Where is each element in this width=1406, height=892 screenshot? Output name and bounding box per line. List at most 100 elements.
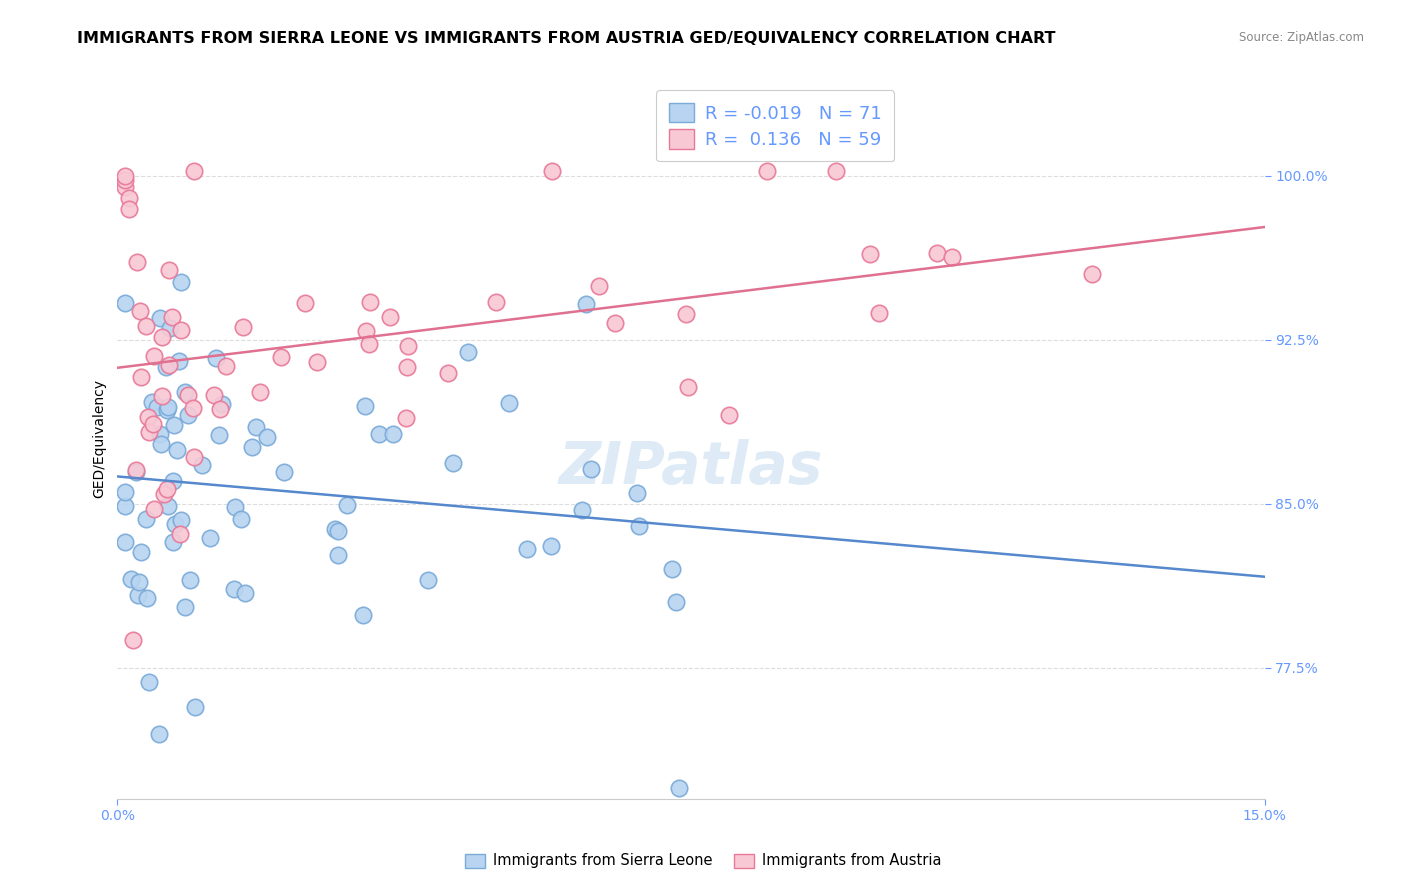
Point (575, 297, 598, 311)
Point (755, 164, 778, 178)
Point (124, 463, 146, 477)
Point (150, 329, 173, 343)
Point (142, 501, 165, 516)
Point (441, 457, 464, 471)
Point (114, 295, 136, 310)
Point (128, 303, 150, 318)
Point (541, 164, 564, 178)
Point (114, 535, 136, 549)
Legend: R = -0.019   N = 71, R =  0.136   N = 59: R = -0.019 N = 71, R = 0.136 N = 59 (657, 90, 894, 161)
Point (211, 397, 233, 411)
Point (170, 513, 193, 527)
Point (136, 591, 159, 606)
Point (114, 173, 136, 187)
Point (675, 307, 697, 321)
Point (395, 410, 418, 425)
Point (156, 402, 179, 417)
Point (516, 542, 538, 557)
Point (626, 486, 648, 500)
Point (135, 318, 157, 333)
Point (380, 310, 402, 325)
Point (1081, 267, 1104, 281)
Point (149, 427, 172, 442)
Point (162, 475, 184, 489)
Point (208, 428, 231, 442)
Point (294, 295, 316, 310)
Point (941, 250, 963, 264)
Point (359, 295, 381, 310)
Point (249, 385, 271, 400)
Point (142, 417, 165, 432)
Point (170, 323, 193, 337)
Point (825, 164, 848, 178)
Point (125, 465, 148, 479)
Point (169, 353, 191, 368)
Point (157, 401, 180, 415)
Point (155, 359, 177, 374)
Point (118, 191, 141, 205)
Point (256, 430, 278, 444)
Point (232, 319, 254, 334)
Point (661, 562, 683, 576)
Point (166, 443, 188, 458)
Point (859, 247, 882, 261)
Point (181, 401, 204, 416)
Point (354, 324, 377, 338)
Point (416, 573, 439, 587)
Point (127, 589, 149, 603)
Point (163, 418, 186, 433)
Point (381, 426, 404, 441)
Point (224, 500, 246, 515)
Point (136, 410, 159, 425)
Point (114, 179, 136, 194)
Point (156, 483, 179, 497)
Point (245, 420, 267, 434)
Point (152, 389, 174, 403)
Point (540, 539, 562, 553)
Point (121, 633, 143, 648)
Text: Source: ZipAtlas.com: Source: ZipAtlas.com (1239, 31, 1364, 45)
Point (676, 379, 699, 393)
Point (498, 396, 520, 410)
Point (868, 306, 890, 320)
Point (138, 425, 160, 440)
Point (395, 360, 418, 375)
Text: IMMIGRANTS FROM SIERRA LEONE VS IMMIGRANTS FROM AUSTRIA GED/EQUIVALENCY CORRELAT: IMMIGRANTS FROM SIERRA LEONE VS IMMIGRAN… (77, 31, 1056, 46)
Point (131, 545, 153, 559)
Point (273, 465, 295, 479)
Point (571, 502, 593, 516)
Point (668, 781, 690, 796)
Y-axis label: GED/Equivalency: GED/Equivalency (93, 379, 107, 498)
Point (204, 351, 226, 366)
Point (184, 699, 207, 714)
Point (118, 202, 141, 216)
Point (170, 275, 193, 289)
Point (177, 388, 200, 402)
Point (150, 437, 173, 451)
Point (198, 531, 221, 545)
Point (165, 516, 187, 531)
Point (177, 408, 200, 422)
Point (627, 518, 650, 533)
Point (162, 535, 184, 549)
Point (169, 526, 191, 541)
Point (208, 402, 231, 417)
Point (665, 595, 688, 609)
Point (183, 450, 205, 465)
Point (326, 548, 349, 562)
Point (579, 462, 602, 476)
Point (149, 311, 172, 326)
Point (717, 408, 740, 422)
Point (326, 524, 349, 538)
Point (160, 310, 183, 324)
Point (114, 169, 136, 183)
Point (157, 358, 180, 372)
Point (183, 164, 205, 178)
Point (138, 674, 160, 689)
Point (190, 458, 212, 472)
Point (156, 500, 179, 514)
Point (367, 426, 389, 441)
Point (146, 400, 169, 414)
Point (157, 263, 180, 277)
Point (179, 573, 201, 587)
